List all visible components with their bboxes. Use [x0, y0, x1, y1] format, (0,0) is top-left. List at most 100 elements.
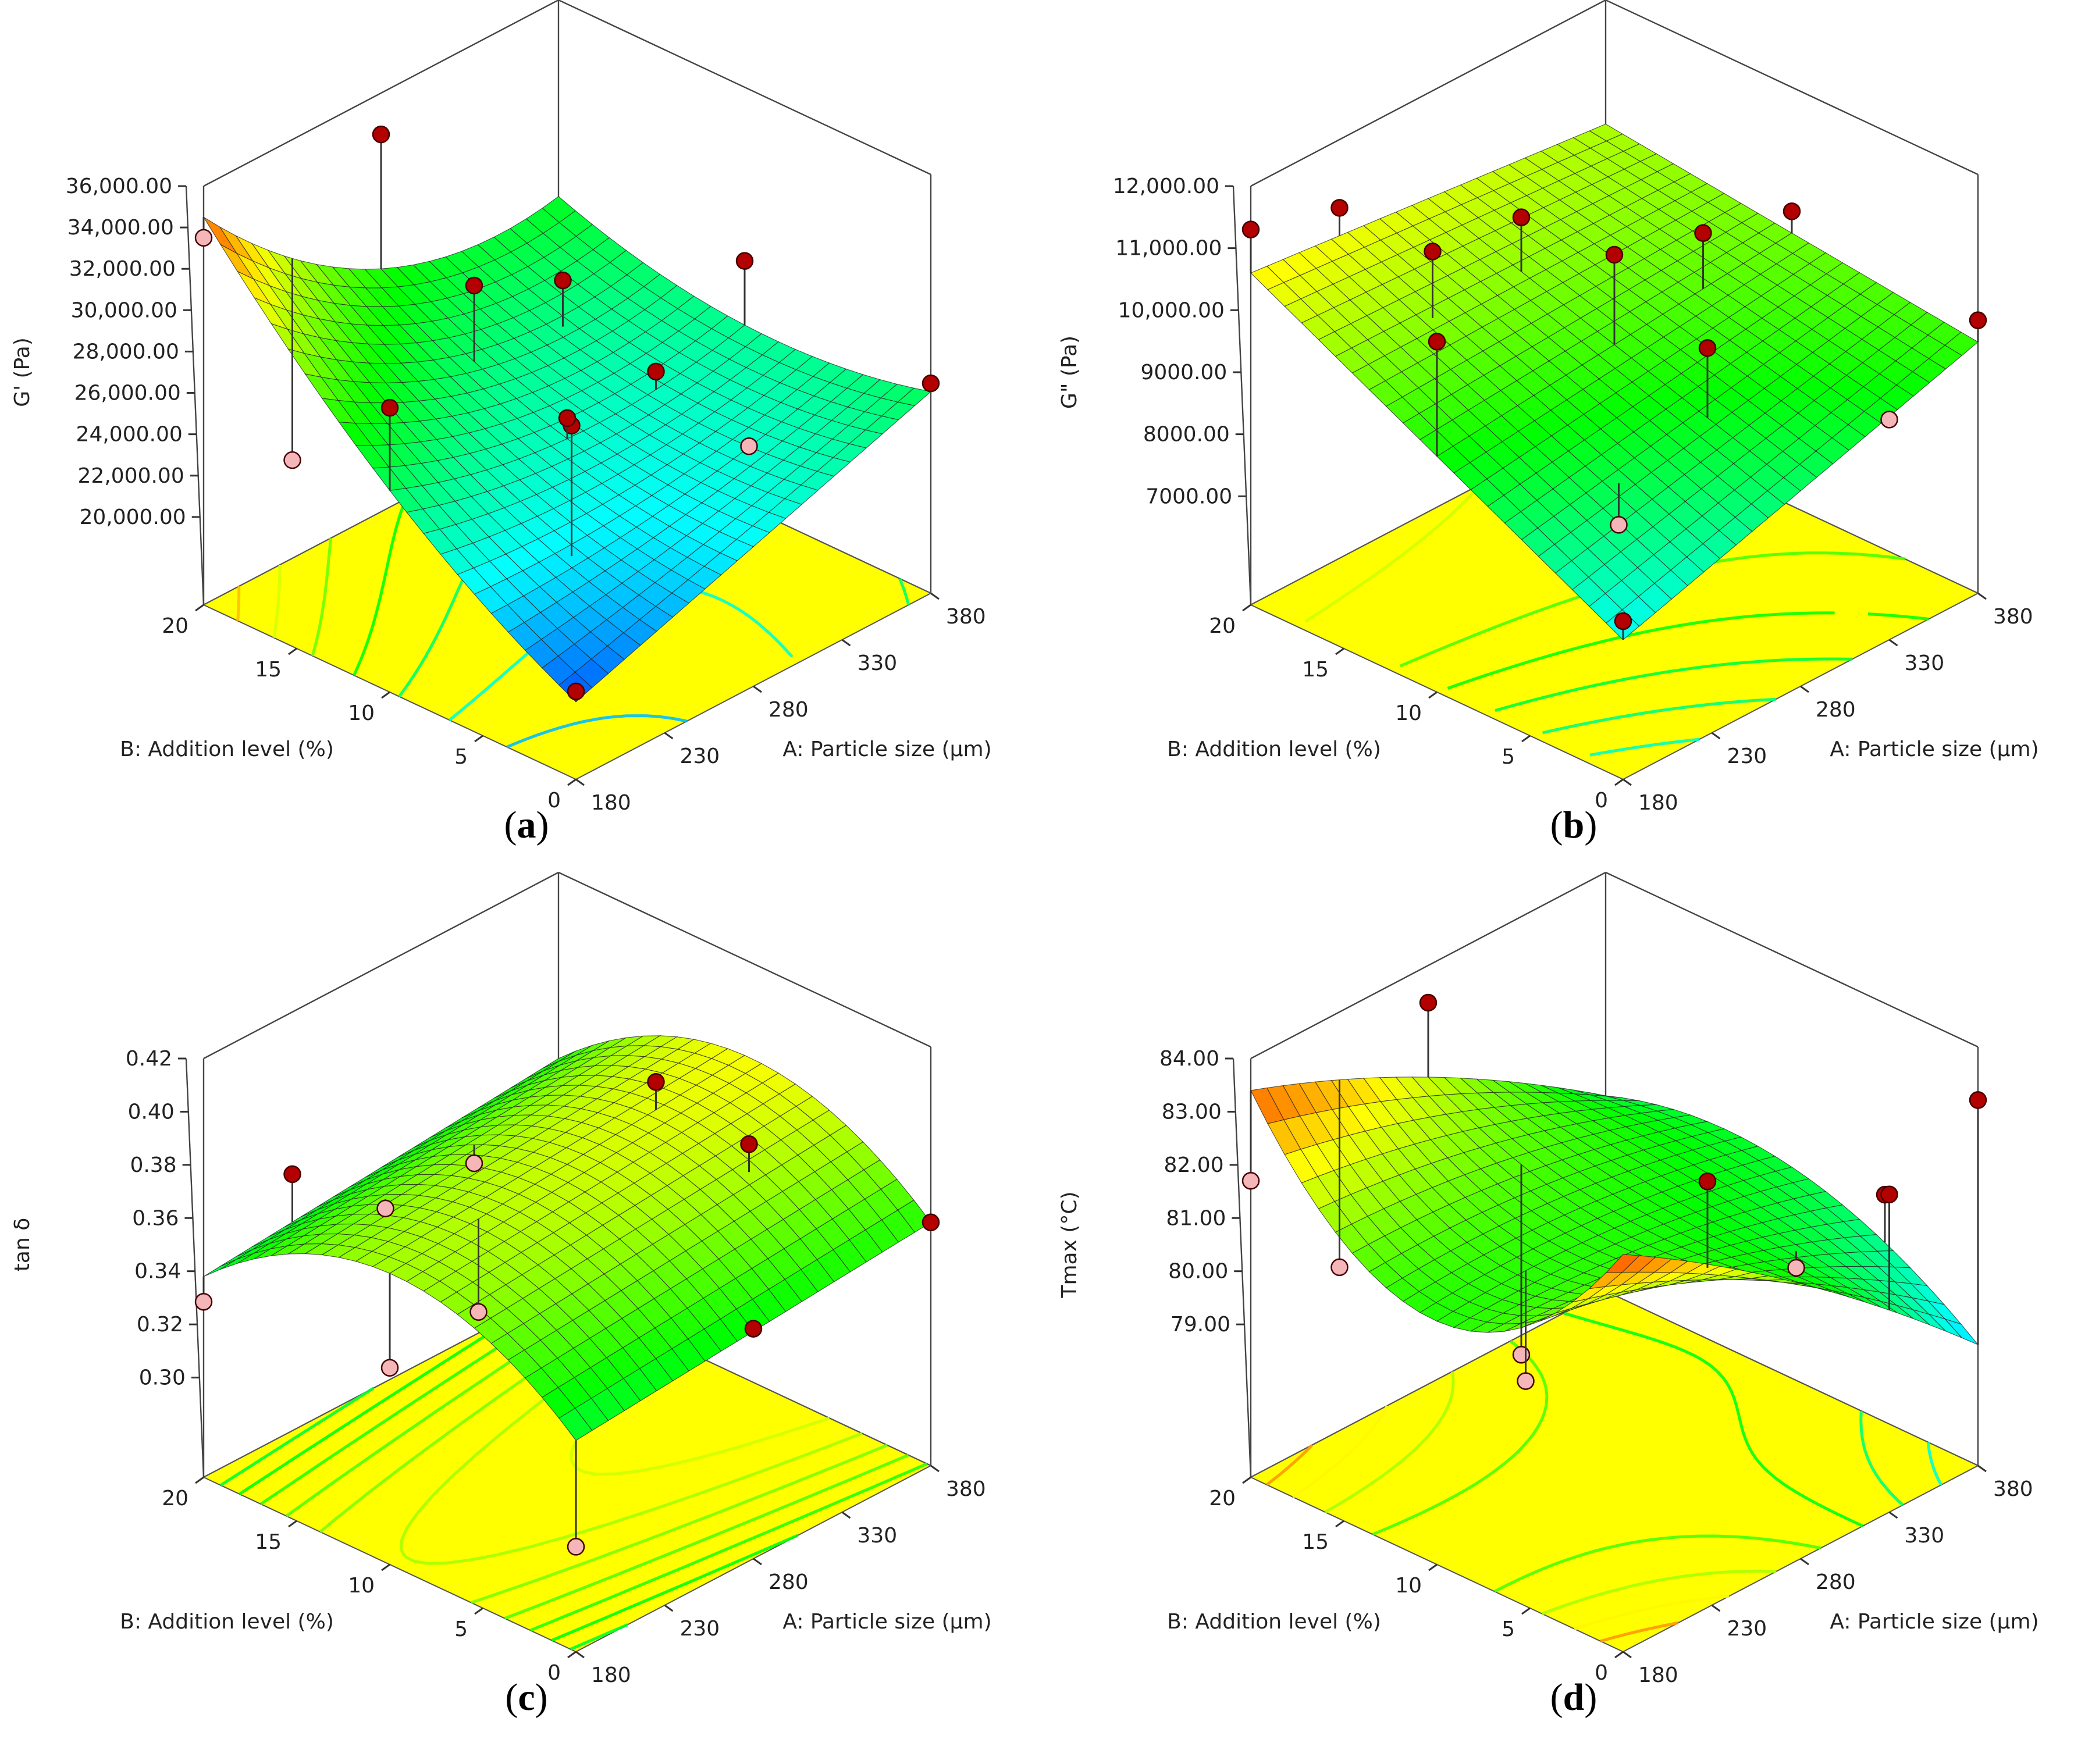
z-tick-label: 0.30: [139, 1366, 186, 1390]
z-tick-label: 80.00: [1168, 1260, 1228, 1284]
x-tick: [930, 592, 940, 600]
x-tick: [575, 1651, 585, 1659]
design-points: [1241, 199, 1987, 640]
panel-caption: (b): [1550, 804, 1598, 846]
design-point: [922, 374, 940, 393]
y-tick: [381, 691, 390, 699]
caption-paren-open: (: [504, 804, 517, 846]
design-point: [1698, 1173, 1717, 1191]
x-tick: [1800, 1558, 1809, 1566]
x-tick-label: 180: [1638, 791, 1678, 815]
z-tick-label: 12,000.00: [1113, 174, 1219, 198]
z-axis-label: Tmax (°C): [1058, 1191, 1081, 1298]
z-tick-label: 0.42: [126, 1047, 172, 1071]
x-tick: [1977, 592, 1987, 600]
caption-paren-close: ): [1584, 1676, 1597, 1719]
z-tick-label: 36,000.00: [66, 174, 172, 198]
y-axis: 0 5 10 15 20 B: Addition level (%): [120, 604, 577, 812]
design-point: [1428, 333, 1446, 351]
x-tick-label: 180: [591, 1663, 631, 1687]
axis-box-edge: [558, 871, 931, 1048]
x-tick: [1888, 639, 1898, 647]
floor-plane: [1249, 1290, 1980, 1653]
z-axis: 7000.00 8000.00 9000.00 10,000.00 11,000.00 1…: [1058, 174, 1252, 605]
x-tick-label: 230: [1727, 744, 1767, 768]
contour-line: [1495, 657, 1853, 712]
design-point: [554, 271, 572, 290]
y-tick: [474, 735, 483, 743]
contour-line: [1292, 1405, 1730, 1631]
response-surface: [203, 1035, 931, 1441]
design-point: [1241, 1172, 1260, 1190]
z-tick-label: 84.00: [1159, 1047, 1219, 1071]
surface-cell: [558, 1407, 593, 1441]
y-tick-label: 10: [1395, 1574, 1422, 1598]
x-axis-label: A: Particle size (μm): [782, 737, 991, 761]
design-point: [1969, 311, 1987, 329]
design-point: [465, 276, 483, 295]
y-tick-label: 20: [162, 1487, 188, 1510]
contour-line: [1563, 1312, 1864, 1528]
z-tick-label: 81.00: [1166, 1206, 1226, 1230]
caption-paren-open: (: [505, 1676, 518, 1719]
z-axis-line: [185, 186, 205, 605]
y-tick-label: 5: [1502, 745, 1515, 769]
design-point: [922, 1213, 940, 1231]
response-surface: [203, 196, 932, 703]
contour-line: [506, 714, 688, 749]
x-tick-label: 180: [591, 791, 631, 815]
z-axis-line: [1232, 186, 1252, 605]
y-tick: [1428, 691, 1438, 699]
design-point: [194, 229, 213, 247]
design-point: [283, 451, 301, 469]
caption-label: a: [517, 804, 536, 846]
y-tick-label: 15: [255, 1530, 282, 1554]
x-tick-label: 330: [858, 1524, 898, 1548]
x-tick: [1623, 1651, 1632, 1659]
response-surface: [1250, 123, 1979, 640]
x-axis: 180 230 280 330 380 A: Particle size (μm): [575, 1464, 992, 1687]
design-point: [1610, 516, 1628, 534]
y-tick: [381, 1563, 390, 1571]
design-point: [1330, 199, 1349, 217]
z-tick-label: 82.00: [1164, 1153, 1224, 1177]
z-tick-label: 79.00: [1170, 1313, 1230, 1337]
design-point: [735, 252, 754, 270]
y-tick-label: 0: [1595, 1661, 1608, 1685]
z-tick-label: 32,000.00: [69, 257, 176, 281]
x-tick: [1888, 1511, 1898, 1519]
z-tick-label: 0.40: [128, 1100, 175, 1124]
z-tick-label: 30,000.00: [71, 298, 177, 322]
axis-box-edge: [1250, 871, 1606, 1060]
axis-box-edge: [558, 0, 931, 176]
y-axis-label: B: Addition level (%): [120, 737, 334, 761]
z-axis-line: [185, 1058, 205, 1478]
design-point: [1419, 993, 1438, 1012]
z-axis: 79.00 80.00 81.00 82.00 83.00 84.00 Tmax (°C): [1058, 1047, 1252, 1478]
design-point: [740, 1135, 758, 1153]
caption-label: d: [1563, 1676, 1585, 1719]
y-tick: [474, 1607, 483, 1615]
z-axis: 20,000.00 22,000.00 24,000.00 26,000.00 28,0…: [10, 174, 205, 605]
z-tick-label: 10,000.00: [1118, 298, 1225, 322]
y-tick: [1521, 735, 1531, 743]
z-tick-label: 28,000.00: [73, 340, 179, 364]
y-tick: [567, 1651, 577, 1659]
x-tick-label: 330: [1905, 1524, 1945, 1548]
x-tick-label: 230: [680, 1617, 720, 1641]
design-point: [376, 1199, 394, 1218]
z-tick-label: 8000.00: [1143, 423, 1230, 447]
design-point: [1517, 1372, 1535, 1390]
design-point: [1880, 411, 1898, 429]
x-tick: [930, 1464, 940, 1473]
design-points: [1241, 993, 1987, 1390]
panel-caption: (d): [1550, 1676, 1598, 1719]
y-tick: [195, 604, 204, 612]
x-tick: [841, 1511, 851, 1519]
contour-line: [1447, 611, 1929, 690]
x-tick: [1711, 732, 1721, 740]
panel-caption: (c): [505, 1676, 547, 1719]
y-tick-label: 10: [1395, 701, 1422, 725]
z-tick-label: 26,000.00: [74, 382, 181, 405]
